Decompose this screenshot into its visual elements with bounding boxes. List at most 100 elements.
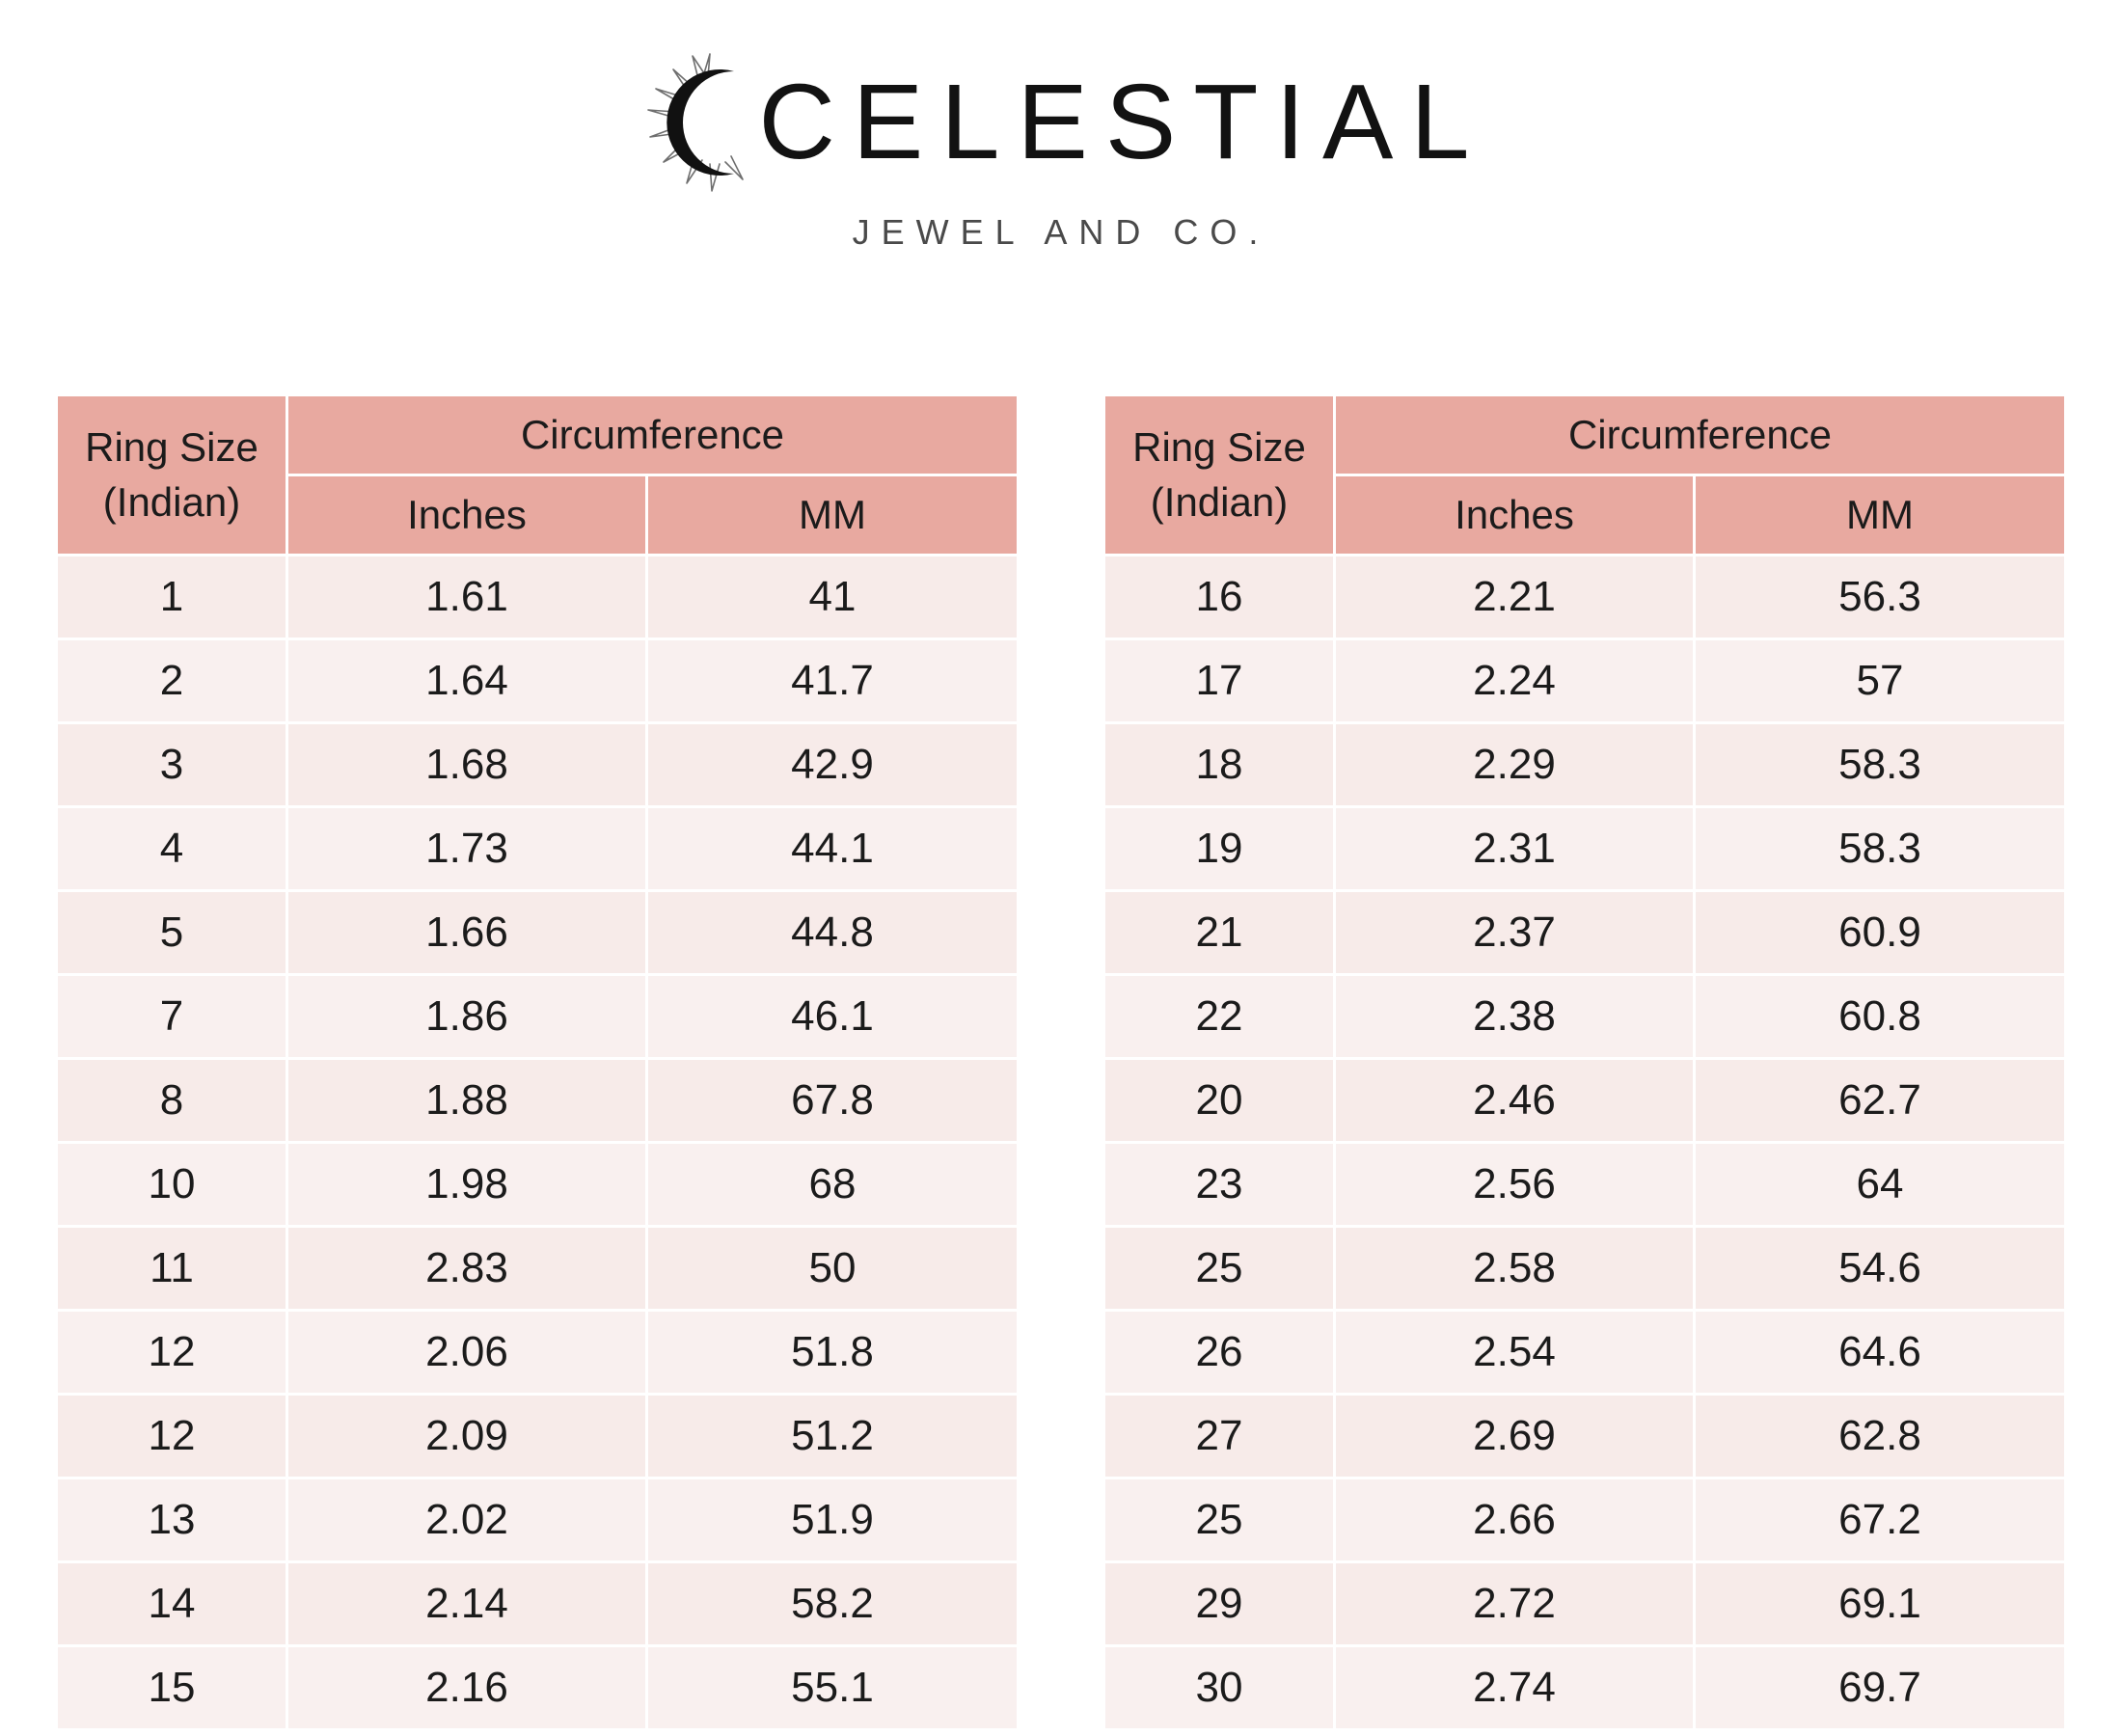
crescent-moon-sun-icon (635, 50, 779, 195)
mm-cell: 42.9 (648, 724, 1017, 805)
ring-size-table-right: Ring Size (Indian) Circumference Inches … (1102, 393, 2067, 1731)
header-row-sub-left: Inches MM (58, 476, 1017, 554)
mm-cell: 54.6 (1696, 1228, 2064, 1309)
table-row: 19 2.31 58.3 (1105, 808, 2064, 889)
table-row: 14 2.14 58.2 (58, 1563, 1017, 1644)
inches-cell: 1.73 (288, 808, 645, 889)
mm-cell: 60.9 (1696, 892, 2064, 973)
header-inches-right: Inches (1336, 476, 1693, 554)
ring-size-cell: 12 (58, 1312, 286, 1393)
header-circumference-left: Circumference (288, 396, 1017, 474)
table-row: 26 2.54 64.6 (1105, 1312, 2064, 1393)
mm-cell: 56.3 (1696, 556, 2064, 637)
mm-cell: 67.2 (1696, 1479, 2064, 1560)
header-ring-size-line2: (Indian) (102, 478, 241, 525)
inches-cell: 2.74 (1336, 1647, 1693, 1728)
table-head-left: Ring Size (Indian) Circumference Inches … (58, 396, 1017, 554)
mm-cell: 41 (648, 556, 1017, 637)
header-mm-right: MM (1696, 476, 2064, 554)
inches-cell: 2.14 (288, 1563, 645, 1644)
ring-size-cell: 10 (58, 1144, 286, 1225)
mm-cell: 44.1 (648, 808, 1017, 889)
table-row: 23 2.56 64 (1105, 1144, 2064, 1225)
ring-size-cell: 12 (58, 1396, 286, 1477)
table-row: 18 2.29 58.3 (1105, 724, 2064, 805)
header-mm-left: MM (648, 476, 1017, 554)
table-row: 5 1.66 44.8 (58, 892, 1017, 973)
ring-size-cell: 20 (1105, 1060, 1333, 1141)
inches-cell: 1.98 (288, 1144, 645, 1225)
table-row: 8 1.88 67.8 (58, 1060, 1017, 1141)
mm-cell: 51.8 (648, 1312, 1017, 1393)
ring-size-cell: 23 (1105, 1144, 1333, 1225)
header-inches-left: Inches (288, 476, 645, 554)
inches-cell: 2.58 (1336, 1228, 1693, 1309)
mm-cell: 69.7 (1696, 1647, 2064, 1728)
ring-size-cell: 4 (58, 808, 286, 889)
header-ring-size-line2: (Indian) (1150, 478, 1289, 525)
ring-size-cell: 22 (1105, 976, 1333, 1057)
inches-cell: 2.31 (1336, 808, 1693, 889)
mm-cell: 57 (1696, 640, 2064, 721)
table-row: 7 1.86 46.1 (58, 976, 1017, 1057)
ring-size-cell: 29 (1105, 1563, 1333, 1644)
ring-size-cell: 19 (1105, 808, 1333, 889)
table-row: 25 2.66 67.2 (1105, 1479, 2064, 1560)
ring-size-cell: 16 (1105, 556, 1333, 637)
header-ring-size-right: Ring Size (Indian) (1105, 396, 1333, 554)
mm-cell: 68 (648, 1144, 1017, 1225)
mm-cell: 62.7 (1696, 1060, 2064, 1141)
ring-size-cell: 5 (58, 892, 286, 973)
header-ring-size-line1: Ring Size (85, 423, 258, 470)
ring-size-cell: 1 (58, 556, 286, 637)
ring-size-cell: 11 (58, 1228, 286, 1309)
ring-size-cell: 25 (1105, 1228, 1333, 1309)
ring-size-cell: 25 (1105, 1479, 1333, 1560)
mm-cell: 62.8 (1696, 1396, 2064, 1477)
ring-size-table-left: Ring Size (Indian) Circumference Inches … (55, 393, 1020, 1731)
table-row: 25 2.58 54.6 (1105, 1228, 2064, 1309)
header-ring-size-left: Ring Size (Indian) (58, 396, 286, 554)
ring-size-cell: 27 (1105, 1396, 1333, 1477)
ring-size-cell: 7 (58, 976, 286, 1057)
table-head-right: Ring Size (Indian) Circumference Inches … (1105, 396, 2064, 554)
header-row-sub-right: Inches MM (1105, 476, 2064, 554)
table-row: 17 2.24 57 (1105, 640, 2064, 721)
ring-size-cell: 18 (1105, 724, 1333, 805)
inches-cell: 2.02 (288, 1479, 645, 1560)
brand-name: CELESTIAL (758, 63, 1487, 181)
table-row: 12 2.09 51.2 (58, 1396, 1017, 1477)
inches-cell: 1.61 (288, 556, 645, 637)
table-row: 20 2.46 62.7 (1105, 1060, 2064, 1141)
inches-cell: 2.54 (1336, 1312, 1693, 1393)
inches-cell: 2.09 (288, 1396, 645, 1477)
inches-cell: 2.24 (1336, 640, 1693, 721)
mm-cell: 67.8 (648, 1060, 1017, 1141)
mm-cell: 55.1 (648, 1647, 1017, 1728)
table-row: 16 2.21 56.3 (1105, 556, 2064, 637)
mm-cell: 58.2 (648, 1563, 1017, 1644)
inches-cell: 1.88 (288, 1060, 645, 1141)
inches-cell: 2.72 (1336, 1563, 1693, 1644)
mm-cell: 69.1 (1696, 1563, 2064, 1644)
mm-cell: 60.8 (1696, 976, 2064, 1057)
table-row: 4 1.73 44.1 (58, 808, 1017, 889)
inches-cell: 2.83 (288, 1228, 645, 1309)
inches-cell: 2.21 (1336, 556, 1693, 637)
header-ring-size-line1: Ring Size (1132, 423, 1306, 470)
ring-size-cell: 30 (1105, 1647, 1333, 1728)
mm-cell: 58.3 (1696, 724, 2064, 805)
table-row: 15 2.16 55.1 (58, 1647, 1017, 1728)
ring-size-cell: 15 (58, 1647, 286, 1728)
mm-cell: 64 (1696, 1144, 2064, 1225)
inches-cell: 2.46 (1336, 1060, 1693, 1141)
table-row: 12 2.06 51.8 (58, 1312, 1017, 1393)
table-row: 13 2.02 51.9 (58, 1479, 1017, 1560)
inches-cell: 2.16 (288, 1647, 645, 1728)
ring-size-cell: 21 (1105, 892, 1333, 973)
ring-size-cell: 3 (58, 724, 286, 805)
ring-size-cell: 26 (1105, 1312, 1333, 1393)
inches-cell: 1.86 (288, 976, 645, 1057)
table-row: 11 2.83 50 (58, 1228, 1017, 1309)
table-row: 29 2.72 69.1 (1105, 1563, 2064, 1644)
